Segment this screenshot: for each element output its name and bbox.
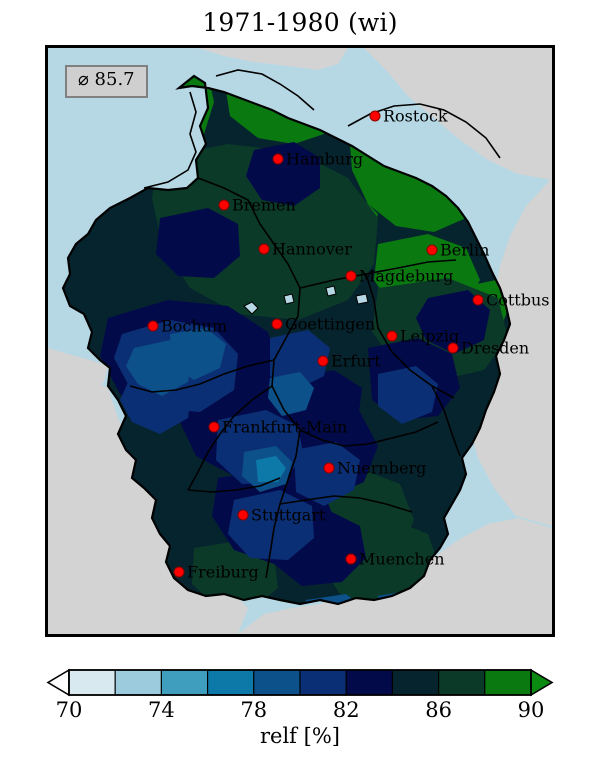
- colorbar-band[interactable]: [160, 669, 209, 696]
- city-label: Goettingen: [285, 314, 376, 334]
- colorbar-band[interactable]: [114, 669, 162, 696]
- city-marker[interactable]: [472, 294, 484, 306]
- city-marker[interactable]: [447, 342, 459, 354]
- colorbar-under-arrow: [46, 668, 70, 697]
- colorbar-tick-labels: 70 74 78 82 86 90: [56, 698, 545, 722]
- city-marker[interactable]: [369, 110, 381, 122]
- germany-map: [48, 48, 552, 634]
- city-marker[interactable]: [258, 243, 270, 255]
- band-76-78: [256, 456, 434, 604]
- colorbar-band[interactable]: [207, 669, 255, 696]
- map-axes[interactable]: ⌀ 85.7 Rostock Hamburg Bremen Hannover Berli…: [45, 45, 555, 637]
- city-marker[interactable]: [345, 553, 357, 565]
- band-80-82: [114, 320, 438, 560]
- colorbar-tick-label: 78: [240, 698, 267, 722]
- city-marker[interactable]: [386, 330, 398, 342]
- colorbar-svg[interactable]: 70 74 78 82 86 90: [0, 662, 600, 780]
- colorbar-tick-label: 90: [518, 698, 545, 722]
- city-label: Erfurt: [331, 351, 381, 371]
- colorbar-band[interactable]: [391, 669, 440, 696]
- city-label: Freiburg: [187, 562, 259, 582]
- city-marker[interactable]: [272, 153, 284, 165]
- city-label: Bochum: [161, 316, 228, 336]
- city-label: Dresden: [461, 338, 530, 358]
- page-title: 1971-1980 (wi): [202, 8, 398, 37]
- colorbar-outline: [68, 669, 532, 696]
- city-marker[interactable]: [173, 566, 185, 578]
- city-label: Berlin: [440, 240, 490, 260]
- city-marker[interactable]: [218, 199, 230, 211]
- colorbar-tick-label: 74: [148, 698, 175, 722]
- city-label: Rostock: [383, 106, 448, 126]
- colorbar[interactable]: 70 74 78 82 86 90: [0, 662, 600, 780]
- city-label: Hamburg: [286, 149, 364, 169]
- city-label: Cottbus: [486, 290, 550, 310]
- state-boundaries: [129, 177, 461, 579]
- colorbar-band[interactable]: [68, 669, 116, 696]
- city-marker[interactable]: [323, 462, 335, 474]
- mean-annotation-box: ⌀ 85.7: [65, 65, 148, 98]
- colorbar-over-arrow: [530, 668, 554, 697]
- colorbar-bands: [46, 668, 554, 697]
- city-label: Bremen: [232, 195, 296, 215]
- city-marker[interactable]: [426, 244, 438, 256]
- city-marker[interactable]: [147, 320, 159, 332]
- colorbar-band[interactable]: [299, 669, 347, 696]
- city-marker[interactable]: [271, 318, 283, 330]
- city-label: Magdeburg: [359, 266, 454, 286]
- city-label: Muenchen: [359, 549, 445, 569]
- colorbar-tick-label: 82: [333, 698, 360, 722]
- colorbar-band[interactable]: [438, 669, 486, 696]
- colorbar-axis-label: relf [%]: [260, 724, 340, 748]
- city-marker[interactable]: [345, 270, 357, 282]
- city-label: Nuernberg: [337, 458, 427, 478]
- inland-water: [243, 285, 369, 315]
- colorbar-tick-label: 70: [56, 698, 83, 722]
- city-marker[interactable]: [237, 509, 249, 521]
- germany-national-border: [61, 74, 512, 606]
- colorbar-band[interactable]: [345, 669, 393, 696]
- city-label: Leipzig: [400, 326, 460, 346]
- colorbar-tick-label: 86: [425, 698, 452, 722]
- city-label: Stuttgart: [251, 505, 326, 525]
- city-label: Frankfurt-Main: [222, 417, 348, 437]
- city-marker[interactable]: [317, 355, 329, 367]
- colorbar-band[interactable]: [253, 669, 301, 696]
- colorbar-band[interactable]: [484, 669, 532, 696]
- city-label: Hannover: [272, 239, 352, 259]
- city-marker[interactable]: [208, 421, 220, 433]
